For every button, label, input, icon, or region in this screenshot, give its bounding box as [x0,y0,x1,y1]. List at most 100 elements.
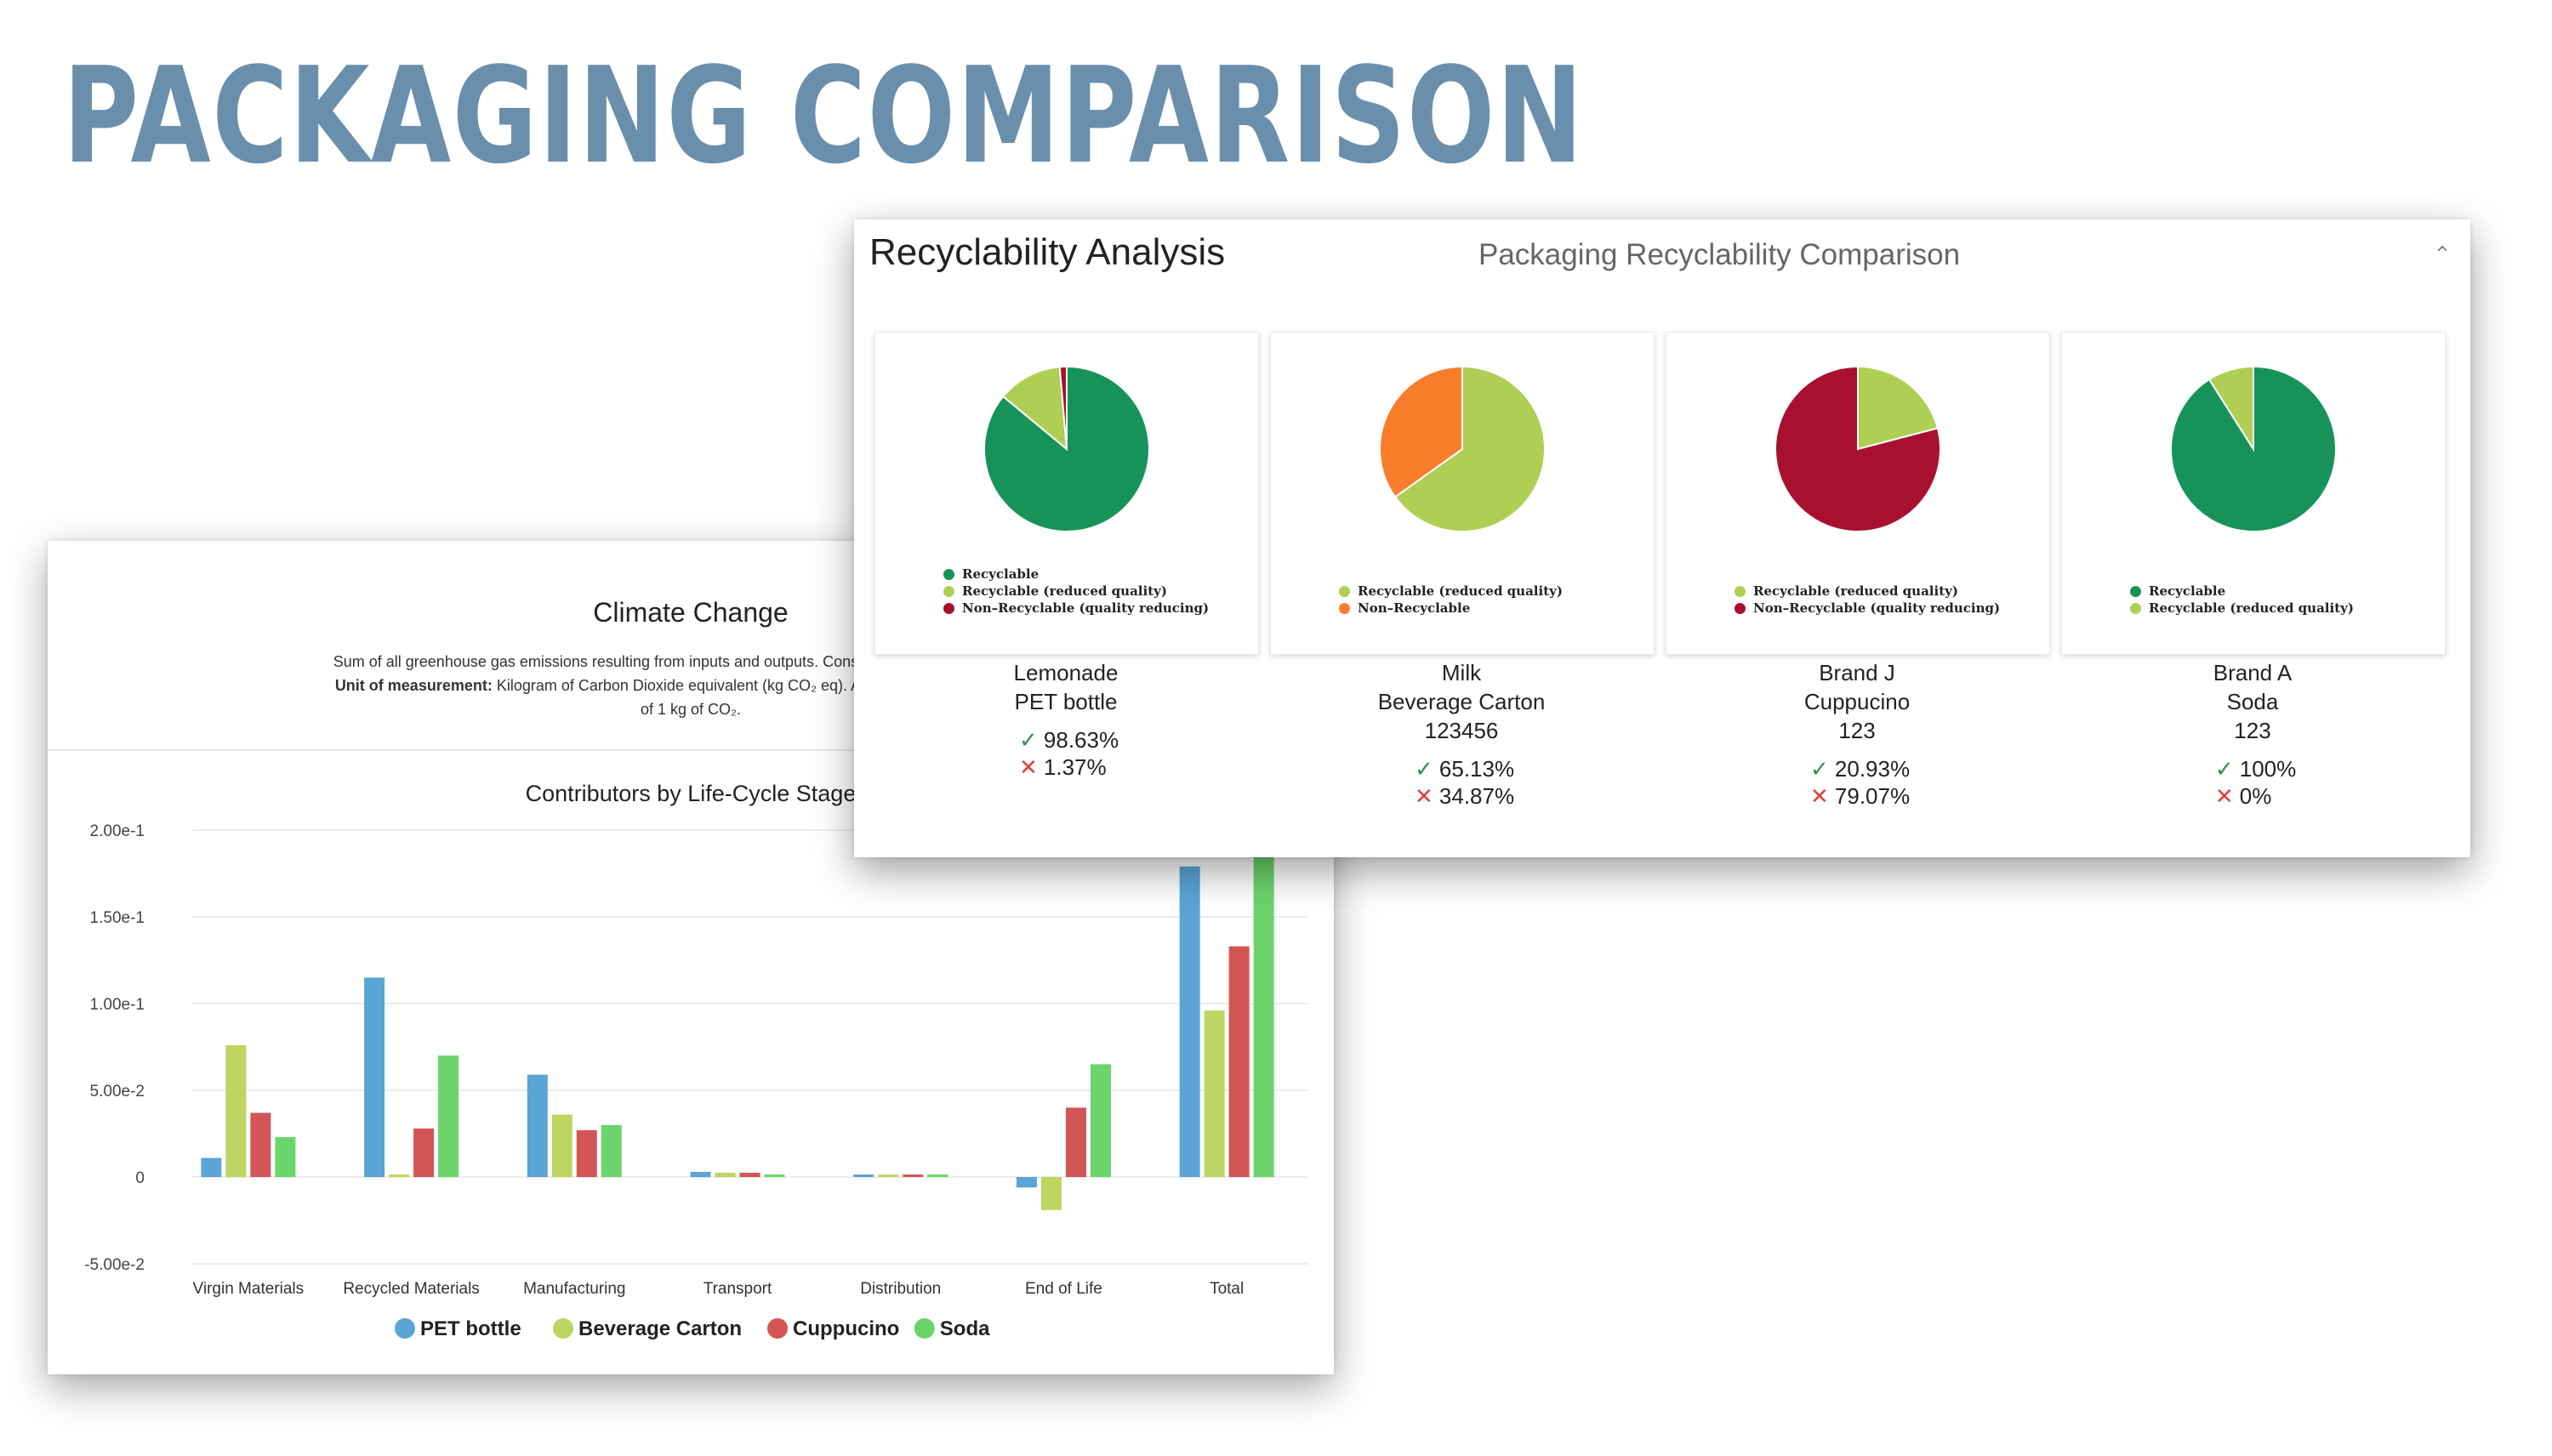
contributors-bar-chart: Contributors by Life-Cycle Stage 2.00e-1 1… [84,781,1308,1340]
chevron-up-icon[interactable]: ⌃ [2433,242,2452,267]
pie-card-lemonade: Recyclable Recyclable (reduced quality) No… [874,332,1259,655]
product-code: 123 [2234,718,2271,743]
product-info-lemonade: Lemonade PET bottle ✓ 98.63% ✕ 1.37% [874,658,1257,782]
legend-item[interactable]: Recyclable (reduced quality) [2130,600,2354,617]
product-code: 123456 [1424,718,1499,743]
y-tick-label: -5.00e-2 [84,1256,145,1274]
pie-chart [1774,365,1941,532]
bar [275,1137,296,1177]
legend-item[interactable]: Recyclable (reduced quality) [943,583,1209,600]
bar [601,1124,622,1177]
pie-slice [1393,365,1546,532]
x-tick-label: Virgin Materials [193,1280,305,1298]
legend-item[interactable]: Non–Recyclable (quality reducing) [943,600,1209,617]
product-name: Brand A [2213,660,2293,685]
y-tick-label: 0 [135,1169,145,1187]
legend-label: Cuppucino [793,1317,899,1340]
product-name: Lemonade [1013,660,1119,685]
x-tick-label: Recycled Materials [343,1280,480,1298]
bar [1040,1177,1062,1210]
bar [1016,1177,1037,1188]
product-info-milk: Milk Beverage Carton 123456 ✓ 65.13% ✕ 34.… [1270,658,1653,810]
bar [438,1055,459,1177]
legend-label: Recyclable [2149,583,2226,599]
bar [1179,866,1200,1177]
legend-dot [2130,602,2141,614]
legend-label: PET bottle [420,1317,521,1340]
non-recyclable-percent: 79.07% [1834,783,1911,809]
product-stats: ✓ 20.93% ✕ 79.07% [1804,755,1910,810]
pie-chart [2170,365,2337,532]
pie-slice [1774,365,1941,532]
pie-card-milk: Recyclable (reduced quality) Non–Recyclab… [1270,332,1655,655]
recyclability-title: Recyclability Analysis [869,231,1226,273]
pie-legend: Recyclable Recyclable (reduced quality) [2130,583,2354,617]
non-recyclable-percent: 34.87% [1438,783,1515,809]
bar [878,1174,899,1177]
bar [739,1172,760,1177]
cross-icon: ✕ [2214,783,2234,809]
pie-slice [1001,366,1068,452]
recyclable-percent: 100% [2239,756,2297,782]
bar [225,1044,247,1177]
recyclable-percent: 98.63% [1043,727,1119,753]
product-name: Milk [1441,660,1482,685]
bar [853,1174,874,1177]
cross-icon: ✕ [1810,783,1829,809]
bar [201,1157,222,1177]
y-tick-label: 5.00e-2 [90,1083,145,1101]
bar [1228,946,1250,1177]
recyclability-subtitle: Packaging Recyclability Comparison [1478,238,1961,271]
bar [527,1074,548,1177]
x-tick-label: End of Life [1025,1280,1102,1298]
recyclability-panel: Recyclability Analysis Packaging Recycla… [854,219,2470,857]
legend-dot [1735,602,1746,614]
legend-dot [1735,585,1746,597]
product-type: Soda [2226,689,2279,714]
legend-item[interactable]: Non–Recyclable [1339,600,1563,617]
bar [927,1174,948,1177]
recyclable-percent: 65.13% [1438,756,1515,782]
legend-label: Non–Recyclable (quality reducing) [1753,600,2001,616]
product-stats: ✓ 98.63% ✕ 1.37% [1013,726,1119,781]
legend-dot [1339,602,1350,614]
legend-dot [943,602,954,614]
legend-dot [2130,585,2141,597]
product-stats: ✓ 65.13% ✕ 34.87% [1409,755,1514,810]
y-tick-label: 1.00e-1 [90,996,145,1014]
pie-card-brand-j: Recyclable (reduced quality) Non–Recyclab… [1666,332,2050,655]
pie-slice [1058,365,1068,450]
legend-item[interactable]: Recyclable (reduced quality) [1735,583,2000,600]
legend-label: Soda [940,1317,990,1340]
check-icon: ✓ [2214,756,2234,782]
bar [715,1172,736,1177]
legend-marker [395,1318,415,1339]
legend-label: Recyclable (reduced quality) [1358,583,1563,599]
product-code: 123 [1838,718,1876,743]
y-tick-label: 2.00e-1 [90,822,145,840]
product-info-brand-j: Brand J Cuppucino 123 ✓ 20.93% ✕ 79.07% [1666,658,2048,810]
legend-dot [943,568,954,580]
pie-card-brand-a: Recyclable Recyclable (reduced quality) [2061,332,2446,655]
legend-dot [943,585,954,597]
bar [1065,1107,1086,1177]
legend-label: Recyclable (reduced quality) [1753,583,1958,599]
bar [250,1112,271,1177]
cross-icon: ✕ [1415,783,1433,809]
legend-label: Recyclable (reduced quality) [2149,600,2354,616]
product-type: Beverage Carton [1377,689,1546,714]
bar [551,1114,572,1177]
check-icon: ✓ [1810,756,1829,782]
legend-label: Beverage Carton [578,1317,742,1340]
pie-legend: Recyclable (reduced quality) Non–Recyclab… [1735,583,2000,617]
legend-label: Recyclable (reduced quality) [962,583,1167,599]
bar [1090,1064,1111,1177]
legend-item[interactable]: Recyclable (reduced quality) [1339,583,1563,600]
legend-item[interactable]: Recyclable [2130,583,2354,600]
non-recyclable-percent: 1.37% [1043,754,1107,780]
bar [576,1129,597,1177]
bar [389,1174,410,1177]
legend-item[interactable]: Non–Recyclable (quality reducing) [1735,600,2000,617]
legend-item[interactable]: Recyclable [943,566,1209,583]
legend-label: Recyclable [962,566,1040,582]
